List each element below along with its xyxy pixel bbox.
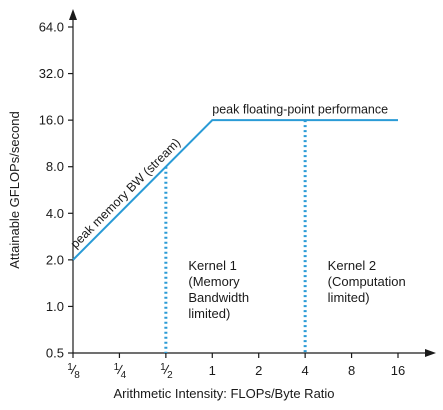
- kernel-2-label: Kernel 2 (Computation limited): [328, 258, 406, 305]
- x-axis-arrow: [425, 349, 436, 357]
- kernel-1-label-line: limited): [188, 306, 230, 321]
- y-tick-label: 64.0: [39, 20, 64, 35]
- x-tick-label: 2: [255, 363, 262, 378]
- kernel-2-label-line: Kernel 2: [328, 258, 376, 273]
- x-tick-fraction: 12: [160, 362, 173, 381]
- y-tick-label: 16.0: [39, 113, 64, 128]
- y-tick-label: 1.0: [46, 299, 64, 314]
- x-tick-label: 8: [348, 363, 355, 378]
- x-tick-label: 1: [209, 363, 216, 378]
- kernel-lines: [166, 120, 305, 353]
- annotations: Kernel 1 (Memory Bandwidth limited)Kernel 2…: [68, 103, 406, 321]
- y-tick-label: 8.0: [46, 159, 64, 174]
- kernel-1-label-line: Bandwidth: [188, 290, 249, 305]
- x-tick-fraction: 18: [67, 362, 80, 381]
- x-tick-label: 4: [302, 363, 309, 378]
- axes: [69, 9, 436, 357]
- y-ticks: 0.5 1.0 2.0 4.0 8.0 16.0 32.0 64.0: [39, 20, 73, 361]
- y-tick-label: 0.5: [46, 346, 64, 361]
- x-tick-label: 16: [391, 363, 405, 378]
- y-axis-label: Attainable GFLOPs/second: [7, 111, 22, 269]
- x-axis-label: Arithmetic Intensity: FLOPs/Byte Ratio: [113, 386, 334, 401]
- y-axis-arrow: [69, 9, 77, 20]
- x-tick-denominator: 4: [121, 370, 127, 381]
- y-tick-label: 2.0: [46, 252, 64, 267]
- kernel-2-label-line: (Computation: [328, 274, 406, 289]
- kernel-1-label-line: (Memory: [188, 274, 240, 289]
- x-tick-denominator: 2: [167, 370, 173, 381]
- kernel-1-label: Kernel 1 (Memory Bandwidth limited): [188, 258, 249, 321]
- annotation-peak: peak floating-point performance: [212, 103, 388, 117]
- x-tick-fraction: 14: [114, 362, 127, 381]
- y-tick-label: 4.0: [46, 206, 64, 221]
- kernel-1-label-line: Kernel 1: [188, 258, 236, 273]
- y-tick-label: 32.0: [39, 66, 64, 81]
- kernel-2-label-line: limited): [328, 290, 370, 305]
- x-tick-denominator: 8: [74, 370, 80, 381]
